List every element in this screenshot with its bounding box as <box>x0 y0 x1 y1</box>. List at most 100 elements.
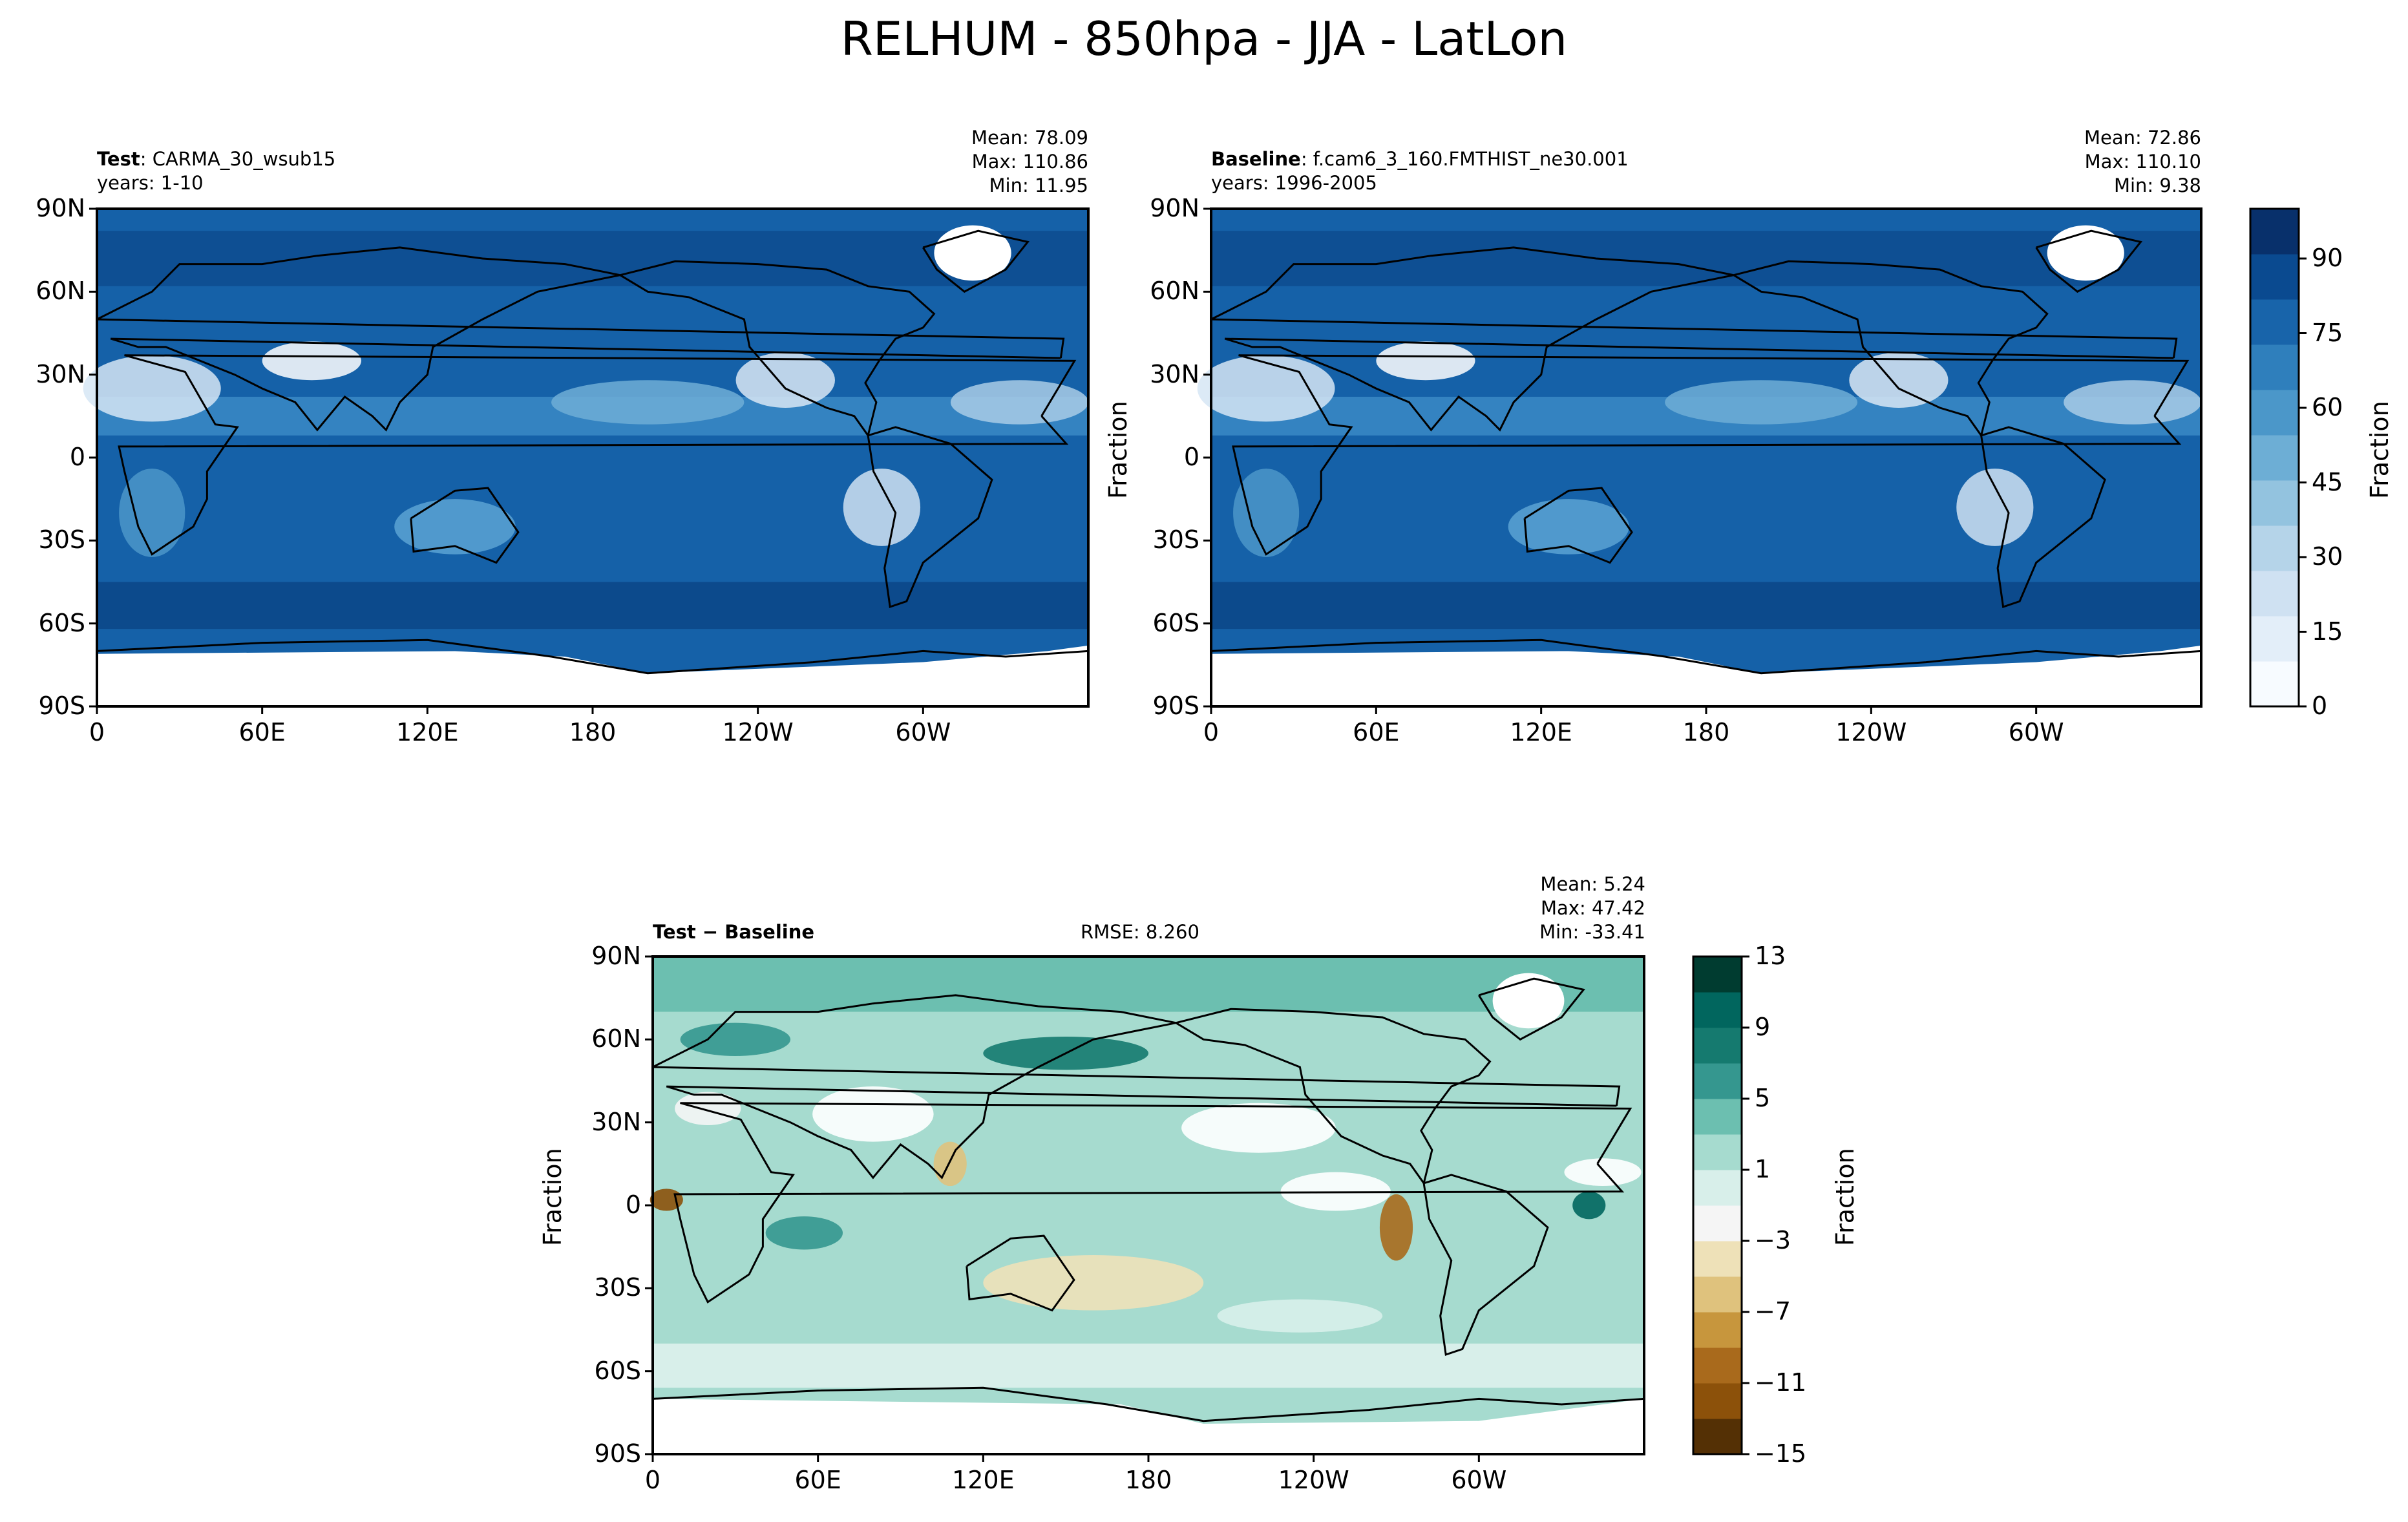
diff-south-band <box>653 1343 1644 1388</box>
colorbar-segment <box>2250 571 2299 617</box>
southern-ocean-band <box>97 582 1088 629</box>
baseline-lon-tick-label: 0 <box>1203 718 1220 746</box>
colorbar-tick-label: 0 <box>2312 692 2328 720</box>
australia-coast <box>1523 487 1633 564</box>
colorbar-tick-label: 1 <box>1755 1155 1771 1183</box>
diff-lat-tick-label: 60N <box>591 1024 641 1053</box>
colorbar-segment <box>2250 254 2299 300</box>
diff-region-8 <box>983 1255 1204 1311</box>
diff-lon-tick-label: 0 <box>644 1466 661 1494</box>
diff-lat-tick-label: 90S <box>594 1439 641 1468</box>
colorbar-tick-label: 75 <box>2312 318 2343 347</box>
diff-map <box>645 955 1645 1462</box>
colorbar-tick-label: −15 <box>1755 1439 1807 1468</box>
test-lat-tick-label: 90N <box>36 194 85 222</box>
test-lat-tick-label: 0 <box>69 443 85 471</box>
dry-region-6 <box>950 380 1088 425</box>
diff-max: Max: 47.42 <box>1541 897 1645 919</box>
colorbar-segment <box>1693 1170 1742 1206</box>
colorbar-segment <box>1693 1348 1742 1384</box>
diff-lon-tick-label: 120E <box>952 1466 1015 1494</box>
colorbar-segment <box>2250 299 2299 345</box>
test-label-bold: Test <box>97 148 140 170</box>
colorbar-frame <box>2249 207 2300 708</box>
baseline-lon-tick-label: 120E <box>1510 718 1572 746</box>
colorbar-tick-label: 9 <box>1755 1013 1771 1041</box>
figure-title: RELHUM - 850hpa - JJA - LatLon <box>840 12 1568 66</box>
dry-region-2 <box>735 352 835 408</box>
antarctica-coast <box>1210 639 2202 675</box>
baseline-lat-tick-label: 30N <box>1150 359 1199 388</box>
test-years: years: 1-10 <box>97 172 204 194</box>
greenland-coast <box>1478 977 1585 1041</box>
diff-region-9 <box>765 1216 843 1250</box>
baseline-lon-tick-label: 60E <box>1353 718 1400 746</box>
baseline-lat-tick-label: 60N <box>1150 277 1199 306</box>
dry-region-4 <box>1508 499 1629 555</box>
baseline-lon-tick-label: 60W <box>2008 718 2064 746</box>
antarctica-coast <box>96 639 1089 675</box>
diff-region-0 <box>812 1086 934 1142</box>
baseline-map <box>1197 207 2202 714</box>
diff-lat-tick-label: 30N <box>591 1107 641 1136</box>
colorbar-tick-label: 13 <box>1755 942 1786 970</box>
diff-mean: Mean: 5.24 <box>1540 873 1645 895</box>
test-map <box>83 207 1090 714</box>
baseline-max: Max: 110.10 <box>2084 151 2201 173</box>
dry-region-1 <box>262 341 362 381</box>
colorbar-tick-label: −3 <box>1755 1226 1791 1254</box>
dry-region-0 <box>1197 355 1335 422</box>
diff-lat-tick-label: 30S <box>594 1273 641 1302</box>
colorbar-segment <box>1693 1205 1742 1242</box>
baseline-header: Baseline: f.cam6_3_160.FMTHIST_ne30.001 <box>1211 147 1629 171</box>
namerica-coast <box>1175 1008 1492 1186</box>
colorbar-tick-label: −7 <box>1755 1297 1791 1326</box>
test-lat-tick-label: 60S <box>38 608 85 637</box>
colorbar-segment <box>2250 661 2299 707</box>
dry-region-4 <box>394 499 516 555</box>
colorbar-segment <box>1693 1134 1742 1170</box>
baseline-lon-tick-label: 120W <box>1835 718 1907 746</box>
australia-coast <box>966 1234 1075 1312</box>
diff-rmse: RMSE: 8.260 <box>1081 921 1199 943</box>
colorbar-segment <box>2250 616 2299 662</box>
colorbar-segment <box>1693 1241 1742 1277</box>
baseline-lat-tick-label: 90S <box>1152 692 1199 720</box>
test-lon-tick-label: 120W <box>722 718 794 746</box>
southern-ocean-band <box>1211 582 2201 629</box>
diff-lat-tick-label: 0 <box>625 1190 641 1219</box>
test-stats: Mean: 78.09 Max: 110.86 Min: 11.95 <box>971 126 1088 198</box>
baseline-stats: Mean: 72.86 Max: 110.10 Min: 9.38 <box>2084 126 2201 198</box>
colorbar-segment <box>1693 1383 1742 1419</box>
diff-colorbar <box>1692 955 1749 1455</box>
eurasia-coast <box>652 994 1621 1179</box>
diff-lon-tick-label: 180 <box>1125 1466 1172 1494</box>
australia-coast <box>410 487 520 564</box>
diff-min: Min: -33.41 <box>1539 921 1645 943</box>
colorbar-segment <box>1693 1312 1742 1348</box>
test-lon-tick-label: 60W <box>895 718 951 746</box>
diff-stats: Mean: 5.24 Max: 47.42 Min: -33.41 <box>1539 872 1645 944</box>
colorbar-segment <box>2250 525 2299 571</box>
arctic-band <box>1211 231 2201 286</box>
colorbar-tick-label: −11 <box>1755 1368 1807 1397</box>
samerica-coast <box>867 426 993 608</box>
colorbar-tick-label: 30 <box>2312 542 2343 571</box>
baseline-min: Min: 9.38 <box>2113 174 2201 196</box>
greenland-coast <box>2035 229 2143 293</box>
colorbar-frame <box>1692 955 1743 1455</box>
colorbar-segment <box>1693 1099 1742 1135</box>
diff-colorbar-label: Fraction <box>1831 1148 1859 1246</box>
antarctica-mask <box>97 645 1088 706</box>
baseline-mean: Mean: 72.86 <box>2084 127 2201 149</box>
test-lat-tick-label: 90S <box>38 692 85 720</box>
diff-region-6 <box>933 1141 967 1187</box>
colorbar-segment <box>1693 1028 1742 1064</box>
baseline-lat-tick-label: 90N <box>1150 194 1199 222</box>
arctic-band <box>97 231 1088 286</box>
baseline-label-case: : f.cam6_3_160.FMTHIST_ne30.001 <box>1300 148 1629 170</box>
diff-region-11 <box>680 1022 791 1056</box>
dry-region-3 <box>843 469 921 546</box>
dry-region-6 <box>2064 380 2201 425</box>
colorbar-tick-label: 5 <box>1755 1084 1771 1112</box>
